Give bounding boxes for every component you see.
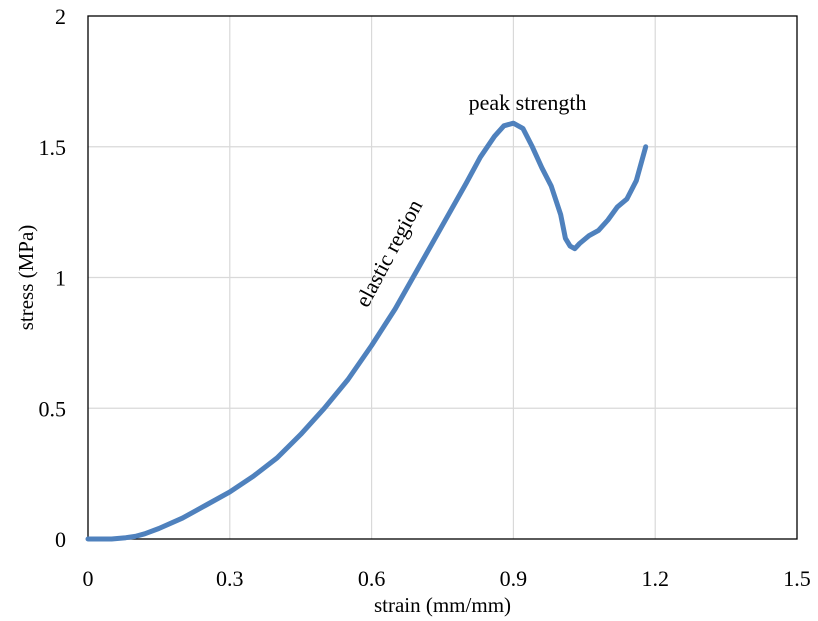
x-tick-label: 0.9 <box>500 566 528 591</box>
y-axis-title: stress (MPa) <box>14 225 38 331</box>
y-tick-label: 0.5 <box>39 396 67 421</box>
x-tick-label: 0 <box>83 566 94 591</box>
y-tick-label: 2 <box>55 4 66 29</box>
x-tick-label: 0.6 <box>358 566 386 591</box>
plot-border <box>87 15 798 540</box>
y-tick-label: 0 <box>55 527 66 552</box>
y-tick-label: 1 <box>55 266 66 291</box>
stress-strain-line <box>85 120 649 542</box>
gridlines <box>88 16 797 539</box>
x-axis-title: strain (mm/mm) <box>374 593 511 617</box>
x-tick-label: 1.2 <box>641 566 669 591</box>
x-tick-label: 1.5 <box>783 566 811 591</box>
y-tick-label: 1.5 <box>39 135 67 160</box>
y-axis-tick-labels: 0 0.5 1 1.5 2 <box>39 4 67 552</box>
x-tick-label: 0.3 <box>216 566 244 591</box>
annotation-peak-strength: peak strength <box>469 90 587 115</box>
x-axis-tick-labels: 0 0.3 0.6 0.9 1.2 1.5 <box>83 566 811 591</box>
